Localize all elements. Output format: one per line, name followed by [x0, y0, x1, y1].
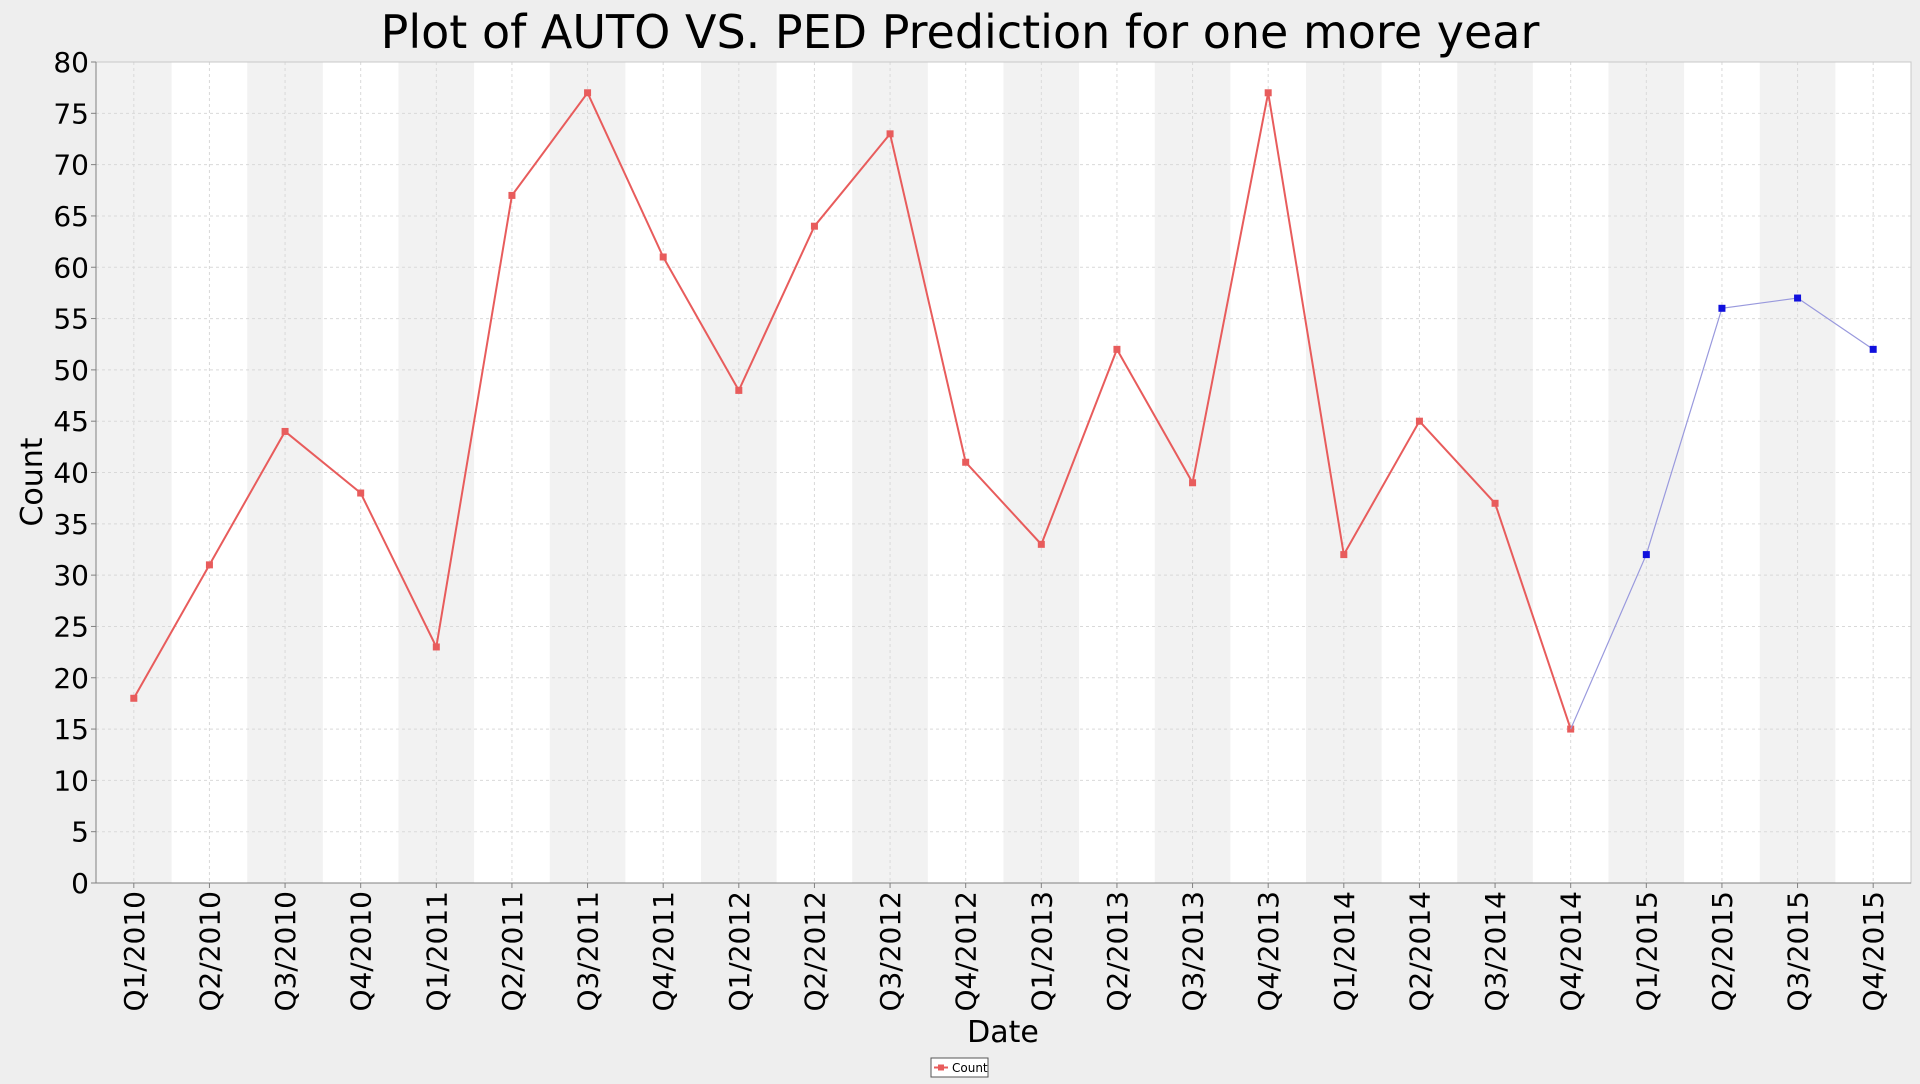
- data-point: [508, 191, 516, 199]
- x-tick-label: Q1/2014: [1328, 891, 1361, 1012]
- y-tick-label: 80: [53, 46, 89, 79]
- series-line: [132, 90, 1572, 730]
- data-point: [1491, 499, 1499, 507]
- data-point: [130, 694, 138, 702]
- data-point: [357, 489, 365, 497]
- data-point: [432, 643, 440, 651]
- x-tick-label: Q1/2012: [723, 891, 756, 1012]
- data-point: [1340, 551, 1348, 559]
- data-point: [1869, 345, 1877, 353]
- chart-title: Plot of AUTO VS. PED Prediction for one …: [381, 5, 1540, 59]
- x-tick-label: Q4/2011: [647, 891, 680, 1012]
- series-layer: [130, 89, 1877, 733]
- data-point: [886, 130, 894, 138]
- x-tick-label: Q4/2015: [1857, 891, 1890, 1012]
- y-tick-label: 30: [53, 559, 89, 592]
- legend-label: Count: [952, 1061, 988, 1075]
- y-tick-label: 65: [53, 200, 89, 233]
- y-tick-label: 10: [53, 764, 89, 797]
- data-point: [1415, 417, 1423, 425]
- x-tick-label: Q2/2013: [1101, 891, 1134, 1012]
- x-tick-label: Q2/2011: [496, 891, 529, 1012]
- x-tick-label: Q4/2010: [345, 891, 378, 1012]
- data-point: [1718, 304, 1726, 312]
- x-tick-label: Q1/2015: [1630, 891, 1663, 1012]
- legend-box: [930, 1057, 989, 1078]
- data-point: [962, 458, 970, 466]
- x-tick-label: Q2/2014: [1403, 891, 1436, 1012]
- gridlines: [96, 61, 1911, 883]
- y-tick-label: 15: [53, 713, 89, 746]
- x-tick-label: Q3/2015: [1782, 891, 1815, 1012]
- legend: Count: [930, 1057, 989, 1078]
- y-tick-label: 40: [53, 457, 89, 490]
- y-tick-label: 5: [71, 816, 89, 849]
- x-tick-label: Q4/2013: [1252, 891, 1285, 1012]
- y-axis-label: Count: [15, 437, 50, 526]
- y-tick-label: 75: [53, 97, 89, 130]
- y-tick-label: 35: [53, 508, 89, 541]
- y-tick-label: 20: [53, 662, 89, 695]
- x-axis-ticks: Q1/2010 Q2/2010 Q3/2010 Q4/2010 Q1/2011 Q2/20…: [118, 883, 1890, 1012]
- data-point: [659, 253, 667, 261]
- x-tick-label: Q2/2015: [1706, 891, 1739, 1012]
- y-tick-label: 50: [53, 354, 89, 387]
- data-point: [1264, 89, 1272, 97]
- data-point: [1642, 551, 1650, 559]
- x-tick-label: Q3/2014: [1479, 891, 1512, 1012]
- x-tick-label: Q1/2013: [1025, 891, 1058, 1012]
- x-tick-label: Q3/2011: [572, 891, 605, 1012]
- x-tick-label: Q1/2010: [118, 891, 151, 1012]
- data-point: [735, 386, 743, 394]
- y-tick-label: 70: [53, 149, 89, 182]
- data-point: [281, 427, 289, 435]
- data-point: [1189, 479, 1197, 487]
- data-point: [1113, 345, 1121, 353]
- data-point: [584, 89, 592, 97]
- y-tick-label: 60: [53, 251, 89, 284]
- legend-marker: [938, 1064, 944, 1071]
- x-tick-label: Q3/2010: [269, 891, 302, 1012]
- y-tick-label: 25: [53, 610, 89, 643]
- x-tick-label: Q2/2012: [798, 891, 831, 1012]
- x-tick-label: Q3/2013: [1177, 891, 1210, 1012]
- x-axis-label: Date: [967, 1015, 1039, 1050]
- data-point: [1567, 725, 1575, 733]
- data-point: [1037, 540, 1045, 548]
- y-tick-label: 45: [53, 405, 89, 438]
- series-2: [1570, 294, 1877, 730]
- x-tick-label: Q4/2012: [950, 891, 983, 1012]
- data-point: [205, 561, 213, 569]
- x-tick-label: Q4/2014: [1555, 891, 1588, 1012]
- x-tick-label: Q1/2011: [420, 891, 453, 1012]
- data-point: [1794, 294, 1802, 302]
- series-1: [130, 89, 1575, 733]
- y-axis-ticks: 0 5 10 15 20 25 30 35 40 45 50 55 60 65 70 75 80: [53, 46, 96, 900]
- x-tick-label: Q3/2012: [874, 891, 907, 1012]
- x-tick-label: Q2/2010: [193, 891, 226, 1012]
- data-point: [810, 222, 818, 230]
- y-tick-label: 55: [53, 303, 89, 336]
- y-tick-label: 0: [71, 867, 89, 900]
